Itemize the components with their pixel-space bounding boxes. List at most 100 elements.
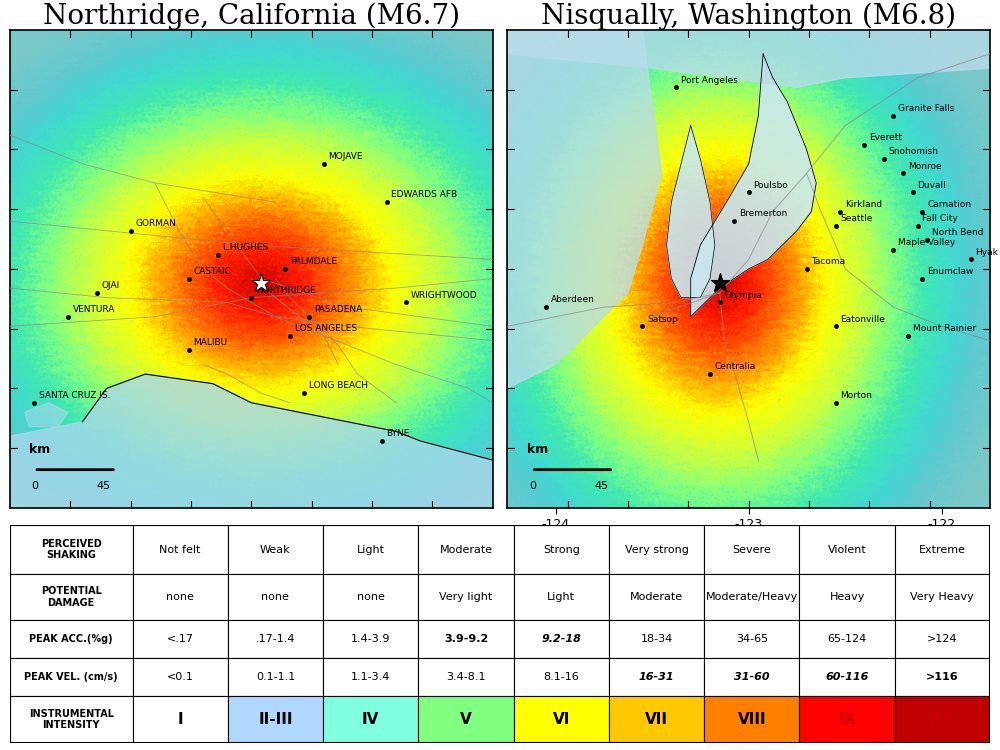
Text: Heavy: Heavy — [829, 592, 865, 602]
Text: Kirkland: Kirkland — [845, 200, 882, 208]
Text: 45: 45 — [594, 481, 608, 490]
Text: LONG BEACH: LONG BEACH — [309, 382, 368, 391]
Bar — [895, 574, 990, 620]
Bar — [799, 620, 895, 658]
Title: Nisqually, Washington (M6.8): Nisqually, Washington (M6.8) — [541, 3, 956, 30]
Bar — [704, 658, 799, 696]
Text: Weak: Weak — [260, 544, 291, 554]
Text: BYNE: BYNE — [387, 429, 410, 438]
Text: PASADENA: PASADENA — [314, 305, 362, 314]
Text: Monroe: Monroe — [908, 161, 942, 170]
Text: Centralia: Centralia — [715, 362, 756, 371]
Text: VENTURA: VENTURA — [73, 305, 115, 314]
Text: CASTAIC: CASTAIC — [193, 267, 231, 276]
Bar — [609, 696, 704, 742]
Bar — [132, 696, 228, 742]
Text: PERCEIVED
SHAKING: PERCEIVED SHAKING — [41, 538, 102, 560]
Text: MOJAVE: MOJAVE — [329, 152, 363, 161]
Text: 1.1-3.4: 1.1-3.4 — [351, 672, 390, 682]
Text: LOS ANGELES: LOS ANGELES — [295, 324, 357, 333]
Text: <.17: <.17 — [167, 634, 194, 644]
Text: Extreme: Extreme — [919, 544, 966, 554]
Text: Mount Rainier: Mount Rainier — [913, 324, 976, 333]
Text: 3.9-9.2: 3.9-9.2 — [444, 634, 488, 644]
Text: V: V — [460, 712, 472, 727]
Text: WRIGHTWOOD: WRIGHTWOOD — [411, 290, 477, 299]
Text: North Bend: North Bend — [932, 229, 984, 238]
Text: 60-116: 60-116 — [825, 672, 869, 682]
Text: 8.1-16: 8.1-16 — [543, 672, 579, 682]
Title: Northridge, California (M6.7): Northridge, California (M6.7) — [43, 3, 460, 30]
Text: Eatonville: Eatonville — [840, 314, 885, 323]
Bar — [323, 658, 418, 696]
Text: VI: VI — [553, 712, 570, 727]
Text: <0.1: <0.1 — [167, 672, 194, 682]
Text: Carnation: Carnation — [927, 200, 971, 208]
Bar — [132, 525, 228, 574]
Text: 0.1-1.1: 0.1-1.1 — [256, 672, 295, 682]
Bar — [228, 658, 323, 696]
Text: Tacoma: Tacoma — [811, 257, 846, 266]
Bar — [704, 525, 799, 574]
Text: Very Heavy: Very Heavy — [910, 592, 974, 602]
Bar — [418, 658, 514, 696]
Text: NORTHRIDGE: NORTHRIDGE — [256, 286, 316, 295]
Text: INSTRUMENTAL
INTENSITY: INSTRUMENTAL INTENSITY — [29, 709, 114, 730]
Text: none: none — [166, 592, 194, 602]
Text: L.HUGHES: L.HUGHES — [222, 243, 269, 252]
Text: MALIBU: MALIBU — [193, 338, 228, 347]
Text: Everett: Everett — [869, 133, 902, 142]
Bar — [895, 525, 990, 574]
Text: 45: 45 — [97, 481, 111, 490]
Bar — [609, 658, 704, 696]
Bar — [895, 620, 990, 658]
Text: Bremerton: Bremerton — [739, 209, 787, 218]
Bar — [323, 574, 418, 620]
Polygon shape — [507, 30, 662, 508]
Text: GORMAN: GORMAN — [136, 219, 176, 228]
Bar — [10, 658, 132, 696]
Text: Port Angeles: Port Angeles — [681, 76, 738, 85]
Bar — [10, 620, 132, 658]
Bar — [10, 525, 132, 574]
Bar — [10, 696, 132, 742]
Text: 31-60: 31-60 — [734, 672, 770, 682]
Text: Morton: Morton — [840, 391, 872, 400]
Bar — [323, 525, 418, 574]
Bar — [609, 574, 704, 620]
Text: POTENTIAL
DAMAGE: POTENTIAL DAMAGE — [41, 586, 102, 608]
Text: >116: >116 — [926, 672, 959, 682]
Bar — [704, 574, 799, 620]
Text: Maple Valley: Maple Valley — [898, 238, 956, 247]
Polygon shape — [667, 125, 715, 298]
Text: km: km — [527, 443, 548, 456]
Text: II-III: II-III — [258, 712, 293, 727]
Bar — [514, 658, 609, 696]
Bar — [323, 696, 418, 742]
Bar — [228, 696, 323, 742]
Text: IX: IX — [838, 712, 856, 727]
Text: Light: Light — [547, 592, 575, 602]
Text: PEAK VEL. (cm/s): PEAK VEL. (cm/s) — [24, 672, 118, 682]
Text: X+: X+ — [930, 712, 955, 727]
Bar — [704, 696, 799, 742]
Bar — [799, 696, 895, 742]
Bar — [132, 658, 228, 696]
Text: Duvall: Duvall — [918, 181, 946, 190]
Bar — [418, 574, 514, 620]
Bar — [418, 620, 514, 658]
Text: none: none — [261, 592, 289, 602]
Text: Strong: Strong — [543, 544, 580, 554]
Text: km: km — [29, 443, 51, 456]
Bar — [609, 525, 704, 574]
Text: none: none — [357, 592, 385, 602]
Bar — [418, 696, 514, 742]
Text: Severe: Severe — [732, 544, 771, 554]
Text: EDWARDS AFB: EDWARDS AFB — [391, 190, 458, 200]
Bar — [895, 658, 990, 696]
Text: .17-1.4: .17-1.4 — [256, 634, 295, 644]
Text: I: I — [177, 712, 183, 727]
Bar — [10, 574, 132, 620]
Text: VII: VII — [645, 712, 668, 727]
Bar — [895, 696, 990, 742]
